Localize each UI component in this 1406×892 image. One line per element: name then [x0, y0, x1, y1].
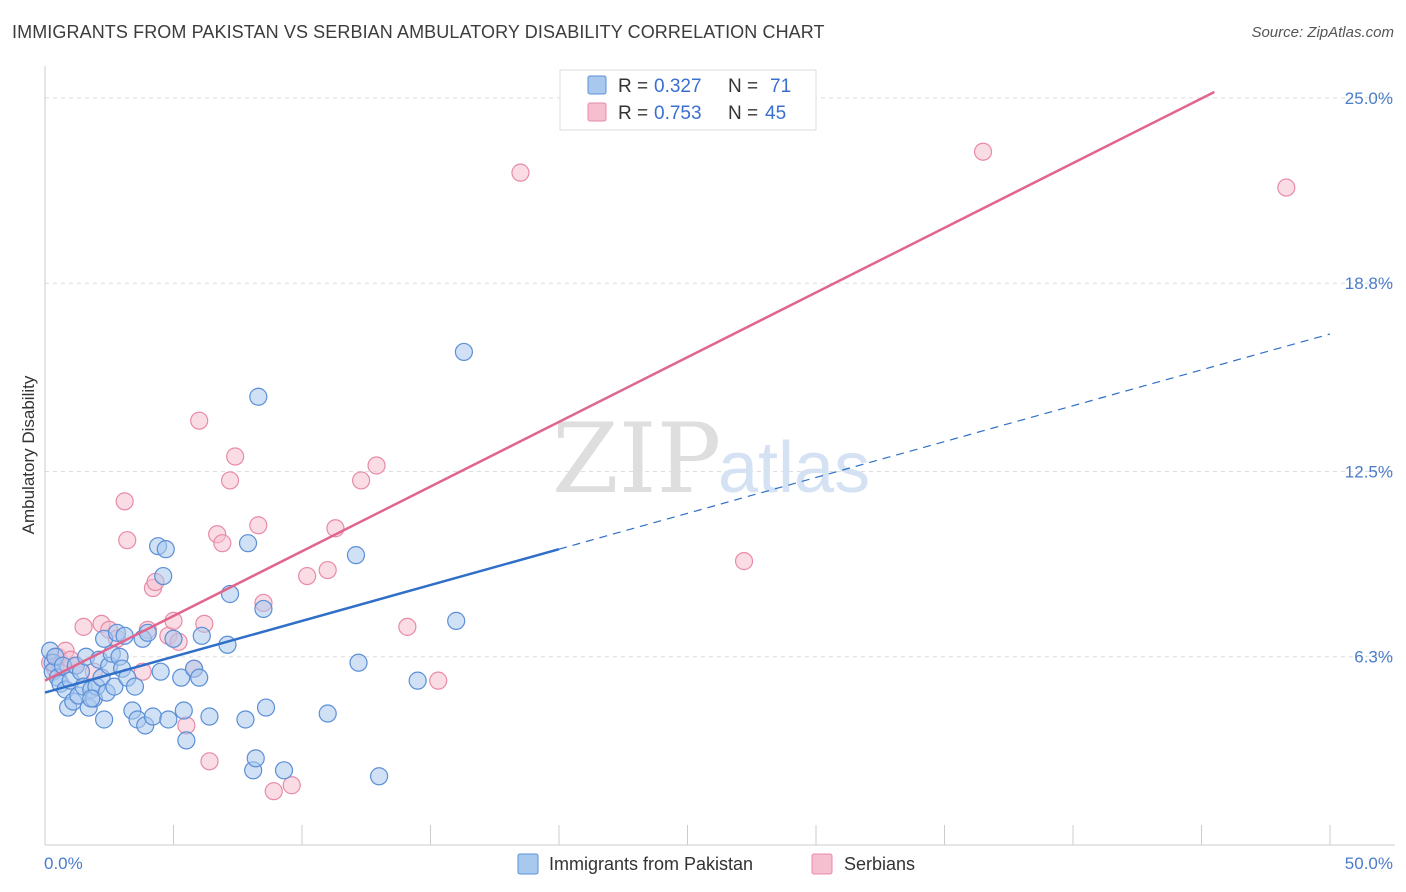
scatter-point — [213, 534, 232, 553]
scatter-point — [151, 662, 170, 681]
y-tick-label: 25.0% — [1345, 89, 1393, 108]
legend-swatch-serbians — [587, 102, 607, 122]
legend-box: R = 0.327 N = 71 R = 0.753 N = 45 — [559, 69, 817, 131]
legend-n-label-2: N = — [728, 103, 758, 124]
scatter-point — [164, 629, 183, 648]
scatter-point — [220, 471, 240, 490]
scatter-point — [177, 731, 196, 750]
serbians-trend-line — [44, 90, 1215, 682]
watermark-zip: ZIP — [552, 403, 721, 515]
scatter-point — [192, 626, 211, 645]
scatter-point — [398, 617, 417, 636]
legend-n-label-1: N = — [728, 76, 758, 97]
scatter-point — [734, 552, 754, 571]
scatter-point — [370, 767, 389, 786]
watermark-atlas: atlas — [718, 428, 870, 508]
scatter-point — [159, 710, 178, 729]
axes-layer — [44, 66, 1395, 846]
x-tick-label-max: 50.0% — [1345, 854, 1393, 873]
legend-r-label-2: R = — [618, 103, 648, 124]
scatter-point — [105, 677, 124, 696]
scatter-point — [118, 531, 137, 550]
legend-r-value-2: 0.753 — [654, 103, 702, 124]
bottom-legend-swatch-pakistan — [517, 853, 539, 875]
scatter-point — [447, 611, 466, 630]
scatter-point — [174, 701, 193, 720]
scatter-point — [115, 492, 134, 511]
legend-r-label-1: R = — [618, 76, 648, 97]
legend-n-value-1: 71 — [770, 76, 791, 97]
chart-title: IMMIGRANTS FROM PAKISTAN VS SERBIAN AMBU… — [12, 22, 825, 42]
legend-r-value-1: 0.327 — [654, 76, 702, 97]
scatter-point — [249, 516, 268, 535]
pakistan-points — [41, 342, 474, 786]
y-tick-label: 18.8% — [1345, 274, 1393, 293]
scatter-point — [349, 653, 368, 672]
bottom-legend: Immigrants from Pakistan Serbians — [517, 853, 915, 875]
scatter-point — [82, 689, 101, 708]
scatter-point — [1277, 178, 1296, 197]
x-tick-label-min: 0.0% — [44, 854, 83, 873]
scatter-point — [318, 704, 337, 723]
scatter-point — [408, 671, 427, 690]
scatter-point — [172, 668, 191, 687]
scatter-point — [454, 342, 474, 362]
scatter-point — [367, 456, 386, 475]
scatter-point — [143, 707, 163, 726]
bottom-legend-label-serbians: Serbians — [844, 854, 915, 874]
bottom-legend-label-pakistan: Immigrants from Pakistan — [549, 854, 753, 874]
pakistan-trend-extension — [558, 333, 1331, 550]
y-tick-label: 12.5% — [1345, 462, 1393, 481]
scatter-point — [282, 776, 301, 795]
scatter-point — [95, 710, 114, 729]
scatter-point — [154, 566, 173, 586]
scatter-point — [190, 668, 209, 687]
scatter-point — [511, 163, 530, 182]
scatter-point — [236, 710, 255, 729]
scatter-point — [264, 782, 283, 801]
scatter-point — [318, 560, 337, 580]
scatter-point — [226, 447, 245, 466]
scatter-point — [200, 752, 219, 771]
scatter-point — [249, 387, 268, 406]
scatter-point — [74, 617, 93, 636]
scatter-point — [200, 707, 219, 726]
y-axis-label: Ambulatory Disability — [19, 375, 38, 534]
scatter-point — [346, 546, 366, 565]
scatter-point — [238, 534, 258, 553]
scatter-point — [256, 698, 276, 717]
y-tick-label: 6.3% — [1354, 648, 1393, 667]
source-label: Source: ZipAtlas.com — [1251, 24, 1394, 41]
scatter-point — [156, 540, 175, 559]
bottom-legend-swatch-serbians — [811, 853, 833, 875]
scatter-point — [190, 411, 209, 430]
scatter-point — [274, 761, 294, 780]
trend-lines — [44, 90, 1331, 694]
scatter-point — [125, 677, 145, 696]
scatter-point — [246, 749, 265, 768]
scatter-point — [429, 671, 448, 690]
scatter-point — [254, 599, 273, 619]
pakistan-trend-line — [44, 547, 560, 694]
scatter-point — [973, 142, 993, 161]
legend-swatch-pakistan — [587, 75, 607, 95]
watermark: ZIP atlas — [552, 403, 870, 515]
grid-layer — [45, 97, 1395, 658]
scatter-point — [352, 471, 371, 490]
scatter-point — [298, 566, 317, 586]
legend-n-value-2: 45 — [765, 103, 786, 124]
y-tick-labels: 6.3% 12.5% 18.8% 25.0% — [1345, 89, 1393, 667]
